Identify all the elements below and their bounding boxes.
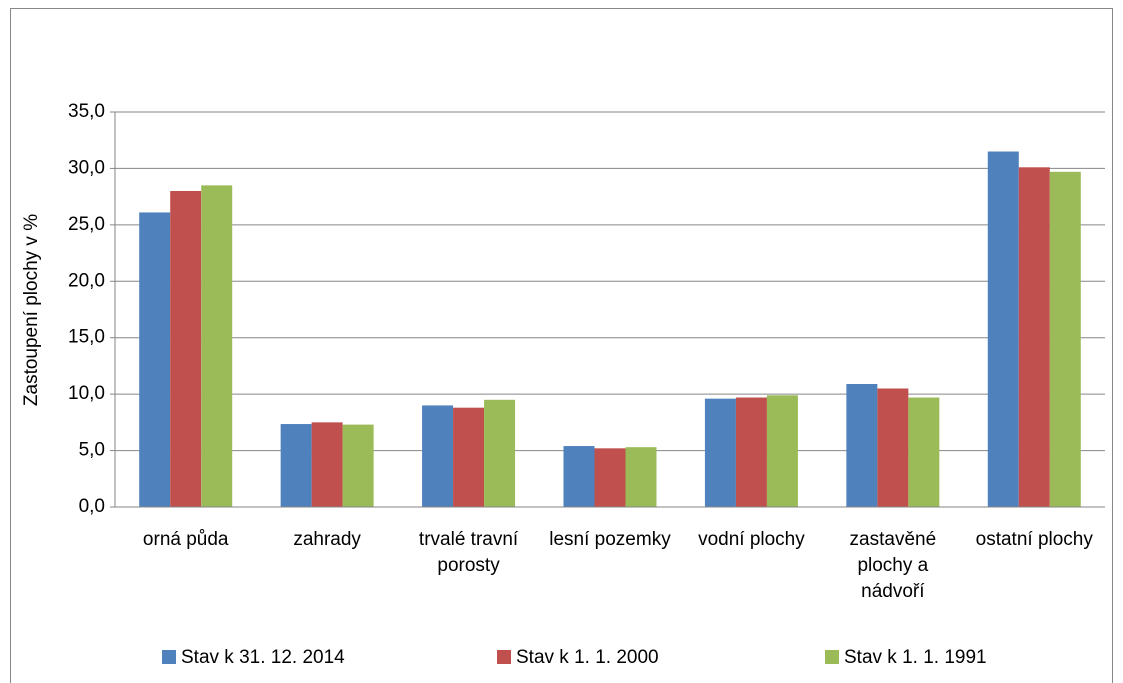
legend-label: Stav k 1. 1. 1991 (844, 647, 987, 668)
bar (908, 397, 940, 507)
x-tick-label: zahrady (293, 529, 361, 550)
x-tick-label: orná půda (142, 529, 229, 550)
bar (453, 407, 485, 507)
bar (342, 424, 374, 507)
bar (311, 422, 343, 507)
bar (280, 424, 312, 507)
y-tick-label: 10,0 (68, 383, 105, 404)
y-tick-label: 20,0 (68, 270, 105, 291)
frame (10, 8, 1113, 683)
bar (987, 151, 1019, 507)
y-tick-label: 5,0 (79, 440, 105, 461)
legend-swatch (825, 650, 839, 664)
bar (1018, 167, 1050, 508)
y-axis-title: Zastoupení plochy v % (21, 214, 42, 406)
y-tick-label: 25,0 (68, 214, 105, 235)
bar (704, 398, 736, 507)
bar (484, 399, 516, 507)
bar (139, 212, 171, 507)
bar (170, 191, 202, 507)
y-tick-label: 35,0 (68, 101, 105, 122)
x-tick-label: zastavěné plochy a nádvoří (849, 529, 937, 602)
bar (201, 185, 233, 507)
y-tick-label: 15,0 (68, 327, 105, 348)
bar (625, 447, 657, 507)
x-tick-label: ostatní plochy (975, 529, 1093, 550)
x-tick-label: lesní pozemky (549, 529, 671, 550)
x-tick-label: vodní plochy (698, 529, 805, 550)
bar (1049, 171, 1081, 508)
bar (877, 388, 909, 507)
bar (766, 395, 798, 507)
legend-swatch (162, 650, 176, 664)
x-tick-label: trvalé travní porosty (418, 529, 519, 576)
bar (735, 397, 767, 507)
legend-label: Stav k 1. 1. 2000 (516, 647, 659, 668)
bar (846, 383, 878, 507)
legend-label: Stav k 31. 12. 2014 (181, 647, 345, 668)
bar (422, 405, 454, 507)
bar (594, 448, 626, 507)
legend-swatch (497, 650, 511, 664)
bar (563, 446, 595, 507)
y-tick-label: 0,0 (79, 496, 105, 517)
y-tick-label: 30,0 (68, 157, 105, 178)
